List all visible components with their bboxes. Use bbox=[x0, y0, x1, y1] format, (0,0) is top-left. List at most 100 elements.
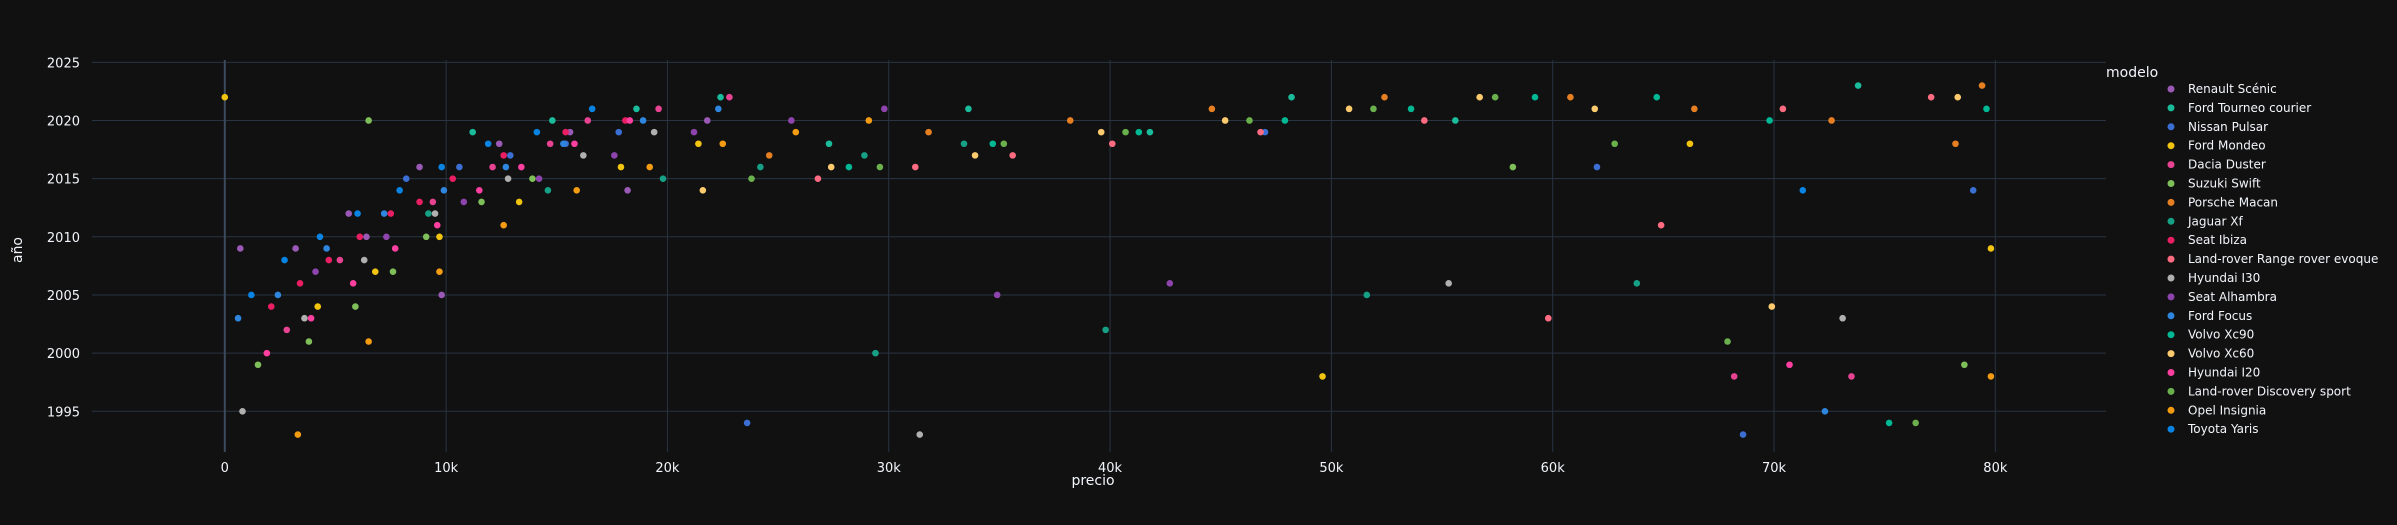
x-tick-labels: 0 10k 20k 30k 40k 50k 60k 70k 80k bbox=[221, 461, 2008, 476]
data-point bbox=[588, 105, 596, 113]
data-point bbox=[301, 314, 308, 322]
data-point bbox=[325, 256, 333, 264]
data-point bbox=[1978, 82, 1986, 89]
legend[interactable]: modelo Renault Scénic Ford Tourneo courie… bbox=[2106, 65, 2378, 436]
data-point bbox=[1122, 128, 1129, 136]
series-13 bbox=[845, 93, 1990, 427]
legend-item[interactable]: Seat Alhambra bbox=[2167, 290, 2277, 304]
data-point bbox=[615, 128, 623, 136]
legend-item[interactable]: Nissan Pulsar bbox=[2167, 120, 2269, 134]
y-axis-title: año bbox=[10, 237, 26, 263]
series-15 bbox=[263, 117, 1793, 369]
legend-item[interactable]: Land-rover Range rover evoque bbox=[2167, 252, 2379, 266]
data-point bbox=[825, 140, 833, 148]
data-point bbox=[438, 163, 445, 171]
data-point bbox=[1135, 128, 1143, 136]
data-point bbox=[573, 186, 580, 194]
legend-item[interactable]: Ford Focus bbox=[2167, 309, 2253, 323]
data-point bbox=[1452, 117, 1459, 124]
x-tick-label: 40k bbox=[1098, 461, 1123, 476]
data-point bbox=[349, 280, 357, 287]
data-point bbox=[1363, 291, 1371, 299]
legend-item[interactable]: Porsche Macan bbox=[2167, 195, 2279, 209]
data-point bbox=[584, 117, 592, 124]
data-point bbox=[1653, 93, 1661, 101]
legend-marker bbox=[2167, 123, 2175, 131]
x-tick-label: 50k bbox=[1319, 461, 1344, 476]
data-point bbox=[383, 233, 390, 241]
legend-item[interactable]: Hyundai I30 bbox=[2167, 271, 2261, 285]
data-point bbox=[912, 163, 919, 171]
legend-items[interactable]: Renault Scénic Ford Tourneo courier Nissan… bbox=[2167, 82, 2379, 436]
legend-item[interactable]: Ford Mondeo bbox=[2167, 139, 2266, 153]
data-point bbox=[506, 152, 514, 159]
series-4 bbox=[283, 93, 1855, 380]
data-point bbox=[402, 175, 410, 182]
data-point bbox=[1686, 140, 1694, 148]
data-point bbox=[495, 140, 503, 148]
legend-marker bbox=[2167, 387, 2175, 395]
series-17 bbox=[294, 117, 1995, 438]
legend-label: Hyundai I30 bbox=[2188, 271, 2260, 285]
legend-item[interactable]: Hyundai I20 bbox=[2167, 366, 2261, 380]
data-point bbox=[633, 105, 640, 113]
legend-item[interactable]: Dacia Duster bbox=[2167, 158, 2266, 172]
x-tick-label: 30k bbox=[877, 461, 902, 476]
data-point bbox=[1421, 117, 1428, 124]
data-point bbox=[283, 326, 291, 334]
data-point bbox=[624, 186, 631, 194]
data-point bbox=[861, 152, 868, 159]
data-point bbox=[281, 256, 288, 264]
data-point bbox=[1828, 117, 1835, 124]
data-point bbox=[757, 163, 764, 171]
legend-item[interactable]: Toyota Yaris bbox=[2167, 422, 2259, 436]
legend-label: Ford Focus bbox=[2188, 309, 2252, 323]
data-point bbox=[484, 140, 492, 148]
data-point bbox=[1885, 419, 1893, 427]
data-point bbox=[916, 431, 924, 438]
legend-item[interactable]: Volvo Xc60 bbox=[2167, 347, 2255, 361]
legend-item[interactable]: Volvo Xc90 bbox=[2167, 328, 2255, 342]
data-point bbox=[478, 198, 485, 206]
legend-label: Volvo Xc60 bbox=[2188, 347, 2254, 361]
legend-item[interactable]: Seat Ibiza bbox=[2167, 233, 2248, 247]
data-point bbox=[562, 128, 569, 136]
y-tick-label: 2025 bbox=[47, 56, 80, 71]
data-point bbox=[239, 407, 246, 415]
data-point bbox=[500, 221, 507, 229]
data-point bbox=[294, 431, 302, 438]
data-point bbox=[1097, 128, 1105, 136]
data-point bbox=[1108, 140, 1116, 148]
data-point bbox=[221, 93, 229, 101]
data-point bbox=[460, 198, 468, 206]
legend-marker bbox=[2167, 180, 2175, 187]
y-tick-label: 2005 bbox=[47, 289, 80, 304]
data-point bbox=[639, 117, 647, 124]
legend-marker bbox=[2167, 217, 2175, 225]
legend-item[interactable]: Land-rover Discovery sport bbox=[2167, 384, 2352, 398]
data-point bbox=[1591, 105, 1599, 113]
data-point bbox=[960, 140, 968, 148]
data-point bbox=[1531, 93, 1539, 101]
data-point bbox=[352, 303, 359, 310]
data-point bbox=[422, 233, 430, 241]
legend-item[interactable]: Ford Tourneo courier bbox=[2167, 101, 2312, 115]
legend-item[interactable]: Renault Scénic bbox=[2167, 82, 2277, 96]
data-point bbox=[1691, 105, 1698, 113]
data-point bbox=[1000, 140, 1008, 148]
data-point bbox=[431, 210, 439, 217]
data-point bbox=[546, 140, 554, 148]
legend-label: Renault Scénic bbox=[2188, 82, 2277, 96]
data-point bbox=[449, 175, 457, 182]
data-point bbox=[715, 105, 722, 113]
legend-item[interactable]: Jaguar Xf bbox=[2167, 214, 2244, 228]
data-point bbox=[1983, 105, 1990, 113]
legend-label: Nissan Pulsar bbox=[2188, 120, 2268, 134]
legend-item[interactable]: Opel Insignia bbox=[2167, 403, 2267, 417]
x-tick-label: 20k bbox=[655, 461, 680, 476]
legend-item[interactable]: Suzuki Swift bbox=[2167, 177, 2262, 191]
series-6 bbox=[765, 82, 1986, 159]
legend-marker bbox=[2167, 198, 2175, 206]
data-point bbox=[345, 210, 353, 217]
legend-label: Hyundai I20 bbox=[2188, 366, 2260, 380]
